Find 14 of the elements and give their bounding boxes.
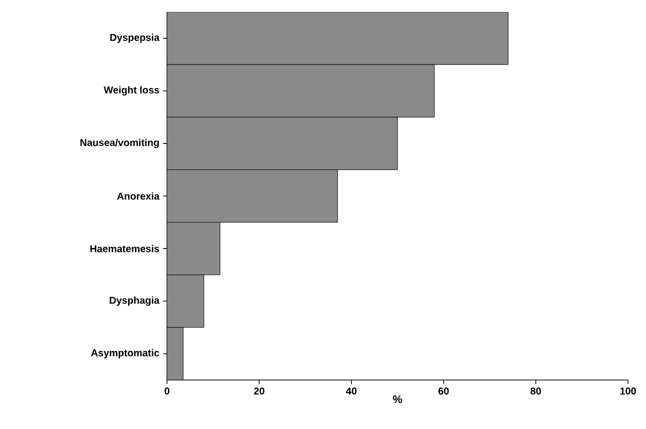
x-tick-label: 100 <box>620 388 636 395</box>
x-tick-label: 0 <box>164 388 170 395</box>
x-tick-label: 80 <box>530 388 541 395</box>
y-tick-label: Dyspepsia <box>110 34 160 43</box>
x-tick-label: 60 <box>438 388 449 395</box>
y-tick-label: Asymptomatic <box>91 349 160 358</box>
x-tick-label: 20 <box>254 388 264 395</box>
y-tick-label: Haematemesis <box>90 244 160 252</box>
y-tick-label: Dysphagia <box>110 296 160 306</box>
x-axis-title: % <box>392 395 402 404</box>
y-tick-label: Anorexia <box>117 192 160 200</box>
y-tick-label: Nausea/vomiting <box>80 138 159 148</box>
y-tick-label: Weight loss <box>104 86 160 96</box>
x-tick-label: 40 <box>346 388 357 395</box>
